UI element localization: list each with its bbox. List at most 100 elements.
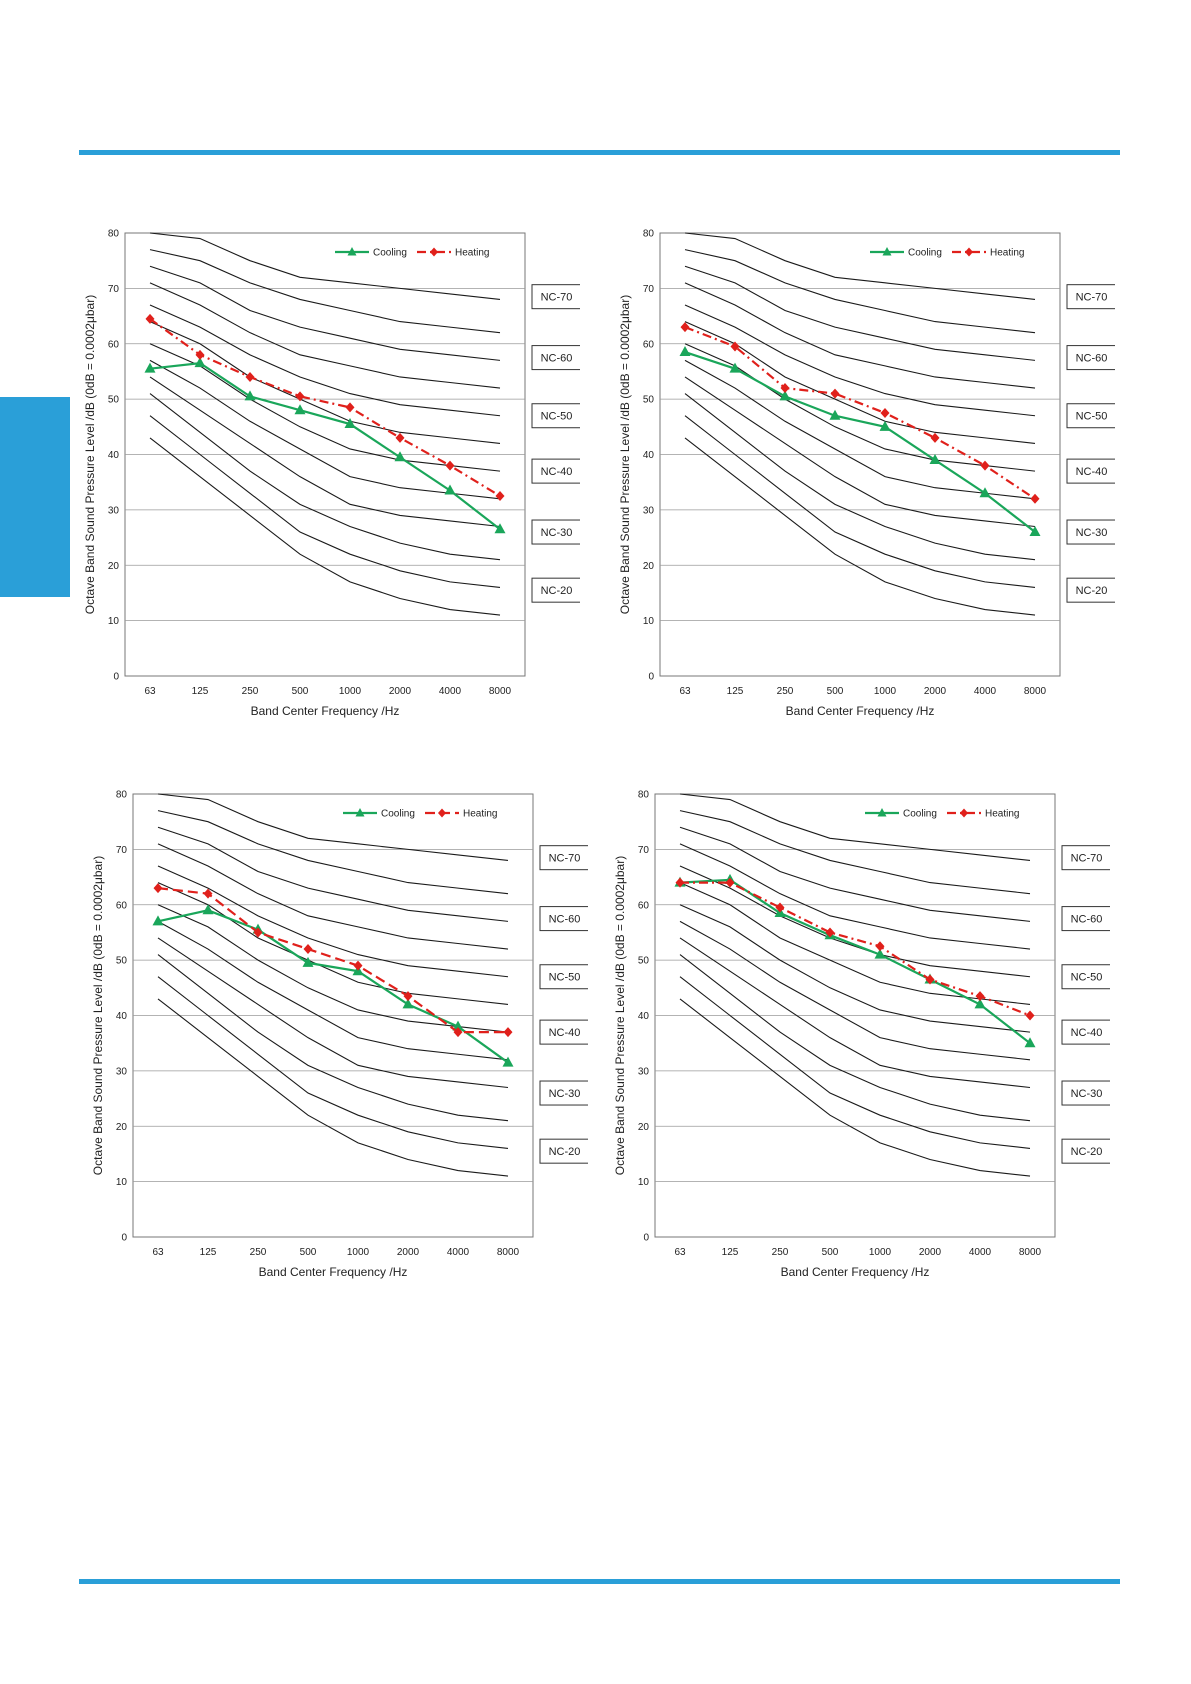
cooling-point: [202, 904, 214, 915]
heating-point: [730, 341, 740, 352]
nc-curve: [149, 321, 501, 444]
cooling-point: [394, 451, 406, 462]
x-tick-label: 63: [674, 1247, 686, 1258]
heating-line: [149, 317, 501, 497]
nc-curve: [157, 843, 509, 950]
nc-curve: [157, 937, 509, 1089]
legend-cooling-marker: [355, 808, 365, 817]
y-tick-label: 10: [638, 1177, 650, 1188]
nc-label: NC-30: [1071, 1088, 1103, 1100]
y-tick-label: 50: [643, 395, 655, 406]
heating-point: [880, 407, 890, 418]
nc-label-box: [531, 519, 582, 545]
legend-heating-marker: [430, 247, 438, 257]
cooling-point: [879, 420, 891, 431]
nc-curve: [157, 920, 509, 1061]
nc-curve: [684, 304, 1036, 417]
heating-point: [153, 883, 163, 894]
cooling-point: [452, 1020, 464, 1031]
nc-curve: [679, 882, 1031, 1005]
nc-label: NC-70: [541, 292, 573, 304]
cooling-point: [494, 523, 506, 534]
heating-point: [353, 960, 363, 971]
nc-curve: [679, 954, 1031, 1122]
cooling-point: [679, 346, 691, 357]
nc-curve: [684, 359, 1036, 500]
y-tick-label: 40: [116, 1011, 128, 1022]
nc-curve: [679, 865, 1031, 978]
y-tick-label: 10: [108, 616, 120, 627]
nc-label-box: [1061, 906, 1112, 932]
y-tick-label: 30: [638, 1066, 650, 1077]
heating-point: [303, 944, 313, 955]
top-rule: [79, 150, 1120, 155]
chart-2: 0 10 20 30 40 50 60 70 80 63 125 250 500 1000 2000 4000…: [615, 225, 1117, 725]
nc-curve: [149, 265, 501, 361]
x-tick-label: 1000: [874, 686, 897, 697]
cooling-point: [302, 956, 314, 967]
y-tick-label: 80: [638, 790, 650, 801]
x-tick-label: 1000: [339, 686, 362, 697]
nc-curve: [679, 826, 1031, 922]
nc-label: NC-30: [541, 527, 573, 539]
nc-curve: [157, 998, 509, 1177]
x-tick-label: 4000: [969, 1247, 992, 1258]
nc-label: NC-60: [541, 353, 573, 365]
y-tick-label: 0: [648, 672, 654, 683]
nc-curve: [149, 249, 501, 334]
x-tick-label: 250: [777, 686, 794, 697]
cooling-point: [1029, 526, 1041, 537]
heating-point: [930, 432, 940, 443]
cooling-point: [502, 1056, 514, 1067]
nc-label: NC-40: [549, 1027, 581, 1039]
y-tick-label: 10: [116, 1177, 128, 1188]
heating-point: [203, 888, 213, 899]
legend-cooling-label: Cooling: [908, 248, 942, 259]
x-axis-label: Band Center Frequency /Hz: [259, 1265, 408, 1279]
nc-label: NC-60: [549, 914, 581, 926]
y-tick-label: 10: [643, 616, 655, 627]
nc-label-box: [539, 845, 590, 871]
nc-curve: [149, 359, 501, 500]
nc-curve: [679, 976, 1031, 1149]
nc-label: NC-30: [1076, 527, 1108, 539]
heating-point: [195, 349, 205, 360]
cooling-point: [929, 454, 941, 465]
heating-line: [684, 326, 1036, 500]
heating-point: [725, 877, 735, 888]
x-axis-label: Band Center Frequency /Hz: [786, 704, 935, 718]
y-tick-label: 0: [121, 1233, 127, 1244]
nc-label: NC-30: [549, 1088, 581, 1100]
chart-1-svg: 0 10 20 30 40 50 60 70 80 63 125 250 500 1000 2000 4000…: [83, 229, 582, 718]
nc-curve: [684, 376, 1036, 528]
nc-label-box: [1061, 1080, 1112, 1106]
nc-label-box: [1066, 458, 1117, 484]
x-tick-label: 2000: [919, 1247, 942, 1258]
nc-curve: [157, 882, 509, 1005]
x-tick-label: 63: [152, 1247, 164, 1258]
chart-4-svg: 0 10 20 30 40 50 60 70 80 63 125 250 500 1000 2000 4000…: [613, 790, 1112, 1279]
cooling-point: [194, 357, 206, 368]
nc-curve: [149, 437, 501, 616]
chart-4: 0 10 20 30 40 50 60 70 80 63 125 250 500 1000 2000 4000…: [610, 786, 1112, 1286]
nc-label-box: [1061, 1138, 1112, 1164]
legend-cooling-marker: [877, 808, 887, 817]
cooling-point: [729, 362, 741, 373]
nc-label-box: [1066, 284, 1117, 310]
nc-curve: [679, 810, 1031, 895]
y-tick-label: 40: [108, 450, 120, 461]
nc-curve: [149, 393, 501, 561]
heating-point: [395, 432, 405, 443]
nc-label-box: [531, 577, 582, 603]
legend-cooling-marker: [882, 247, 892, 256]
legend-cooling-label: Cooling: [373, 248, 407, 259]
legend-heating-label: Heating: [990, 248, 1024, 259]
x-tick-label: 2000: [389, 686, 412, 697]
x-tick-label: 2000: [397, 1247, 420, 1258]
y-axis-label: Octave Band Sound Pressure Level /dB (0d…: [613, 856, 627, 1175]
x-tick-label: 500: [822, 1247, 839, 1258]
nc-label-box: [1061, 845, 1112, 871]
nc-label: NC-60: [1071, 914, 1103, 926]
heating-point: [1030, 493, 1040, 504]
x-tick-label: 4000: [974, 686, 997, 697]
